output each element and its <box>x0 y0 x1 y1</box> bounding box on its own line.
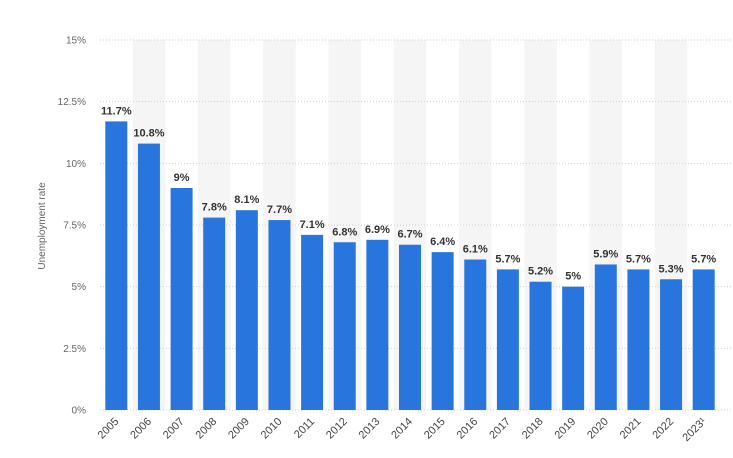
x-tick-label: 2010 <box>259 416 285 442</box>
bar-2010 <box>268 220 291 410</box>
bars <box>105 121 715 411</box>
data-label: 11.7% <box>101 105 132 117</box>
data-label: 5.9% <box>593 248 618 260</box>
x-tick-label: 2020 <box>585 416 611 442</box>
y-tick-label: 5% <box>72 282 87 293</box>
x-tick-label: 2017 <box>487 416 513 442</box>
y-tick-label: 12.5% <box>58 97 86 108</box>
bar-2015 <box>431 252 454 410</box>
data-label: 7.8% <box>202 202 227 214</box>
x-tick-label: 2022 <box>650 416 676 442</box>
bar-2023¹ <box>692 269 715 410</box>
data-label: 5.7% <box>691 253 716 265</box>
data-label: 6.9% <box>365 224 390 236</box>
bar-2011 <box>301 234 324 410</box>
data-label: 8.1% <box>234 194 259 206</box>
data-label: 9% <box>174 172 190 184</box>
x-tick-label: 2021 <box>618 416 644 442</box>
data-label: 6.8% <box>332 226 357 238</box>
x-tick-label: 2007 <box>161 416 187 442</box>
bar-2012 <box>333 242 356 410</box>
x-tick-label: 2016 <box>455 416 481 442</box>
x-tick-label: 2013 <box>357 416 383 442</box>
x-tick-label: 2012 <box>324 416 350 442</box>
bar-2020 <box>594 264 617 410</box>
data-label: 10.8% <box>133 128 164 140</box>
bar-2008 <box>203 217 226 410</box>
x-tick-label: 2009 <box>226 416 252 442</box>
y-tick-label: 0% <box>72 406 87 417</box>
x-axis-ticks: 2005 2006 2007 2008 2009 2010 2011 2012 2013 2014… <box>96 415 709 444</box>
bar-2018 <box>529 281 552 410</box>
y-tick-label: 15% <box>66 36 86 47</box>
x-tick-label: 2023¹ <box>680 415 709 444</box>
x-tick-label: 2018 <box>520 416 546 442</box>
y-axis-title: Unemployment rate <box>37 182 48 270</box>
data-label: 5.7% <box>626 253 651 265</box>
bar-2019 <box>562 286 585 410</box>
data-label: 6.7% <box>397 229 422 241</box>
x-tick-label: 2006 <box>128 416 154 442</box>
bar-2005 <box>105 121 128 411</box>
bar-2016 <box>464 259 487 410</box>
bar-2009 <box>235 210 258 410</box>
data-label: 7.1% <box>300 219 325 231</box>
x-tick-label: 2008 <box>194 416 220 442</box>
data-label: 5% <box>565 271 581 283</box>
y-tick-label: 7.5% <box>63 221 86 232</box>
bar-2017 <box>496 269 519 410</box>
data-label: 6.1% <box>463 244 488 256</box>
bar-2006 <box>137 143 160 410</box>
data-label: 7.7% <box>267 204 292 216</box>
bar-2014 <box>399 244 421 410</box>
data-label: 5.7% <box>495 253 520 265</box>
x-tick-label: 2014 <box>389 416 415 442</box>
x-tick-label: 2011 <box>292 416 317 441</box>
bar-2021 <box>627 269 650 410</box>
bar-2013 <box>366 239 389 410</box>
data-label: 5.3% <box>659 263 684 275</box>
bar-2007 <box>170 188 193 410</box>
data-label: 5.2% <box>528 266 553 278</box>
bar-2022 <box>660 279 683 410</box>
x-tick-label: 2019 <box>552 416 578 442</box>
y-tick-label: 2.5% <box>63 344 86 355</box>
data-labels: 11.7%10.8% 9% 7.8% 8.1% 7.7% 7.1% 6.8% 6.9% 6.7%… <box>101 105 716 282</box>
x-tick-label: 2015 <box>422 416 448 442</box>
x-tick-label: 2005 <box>96 416 122 442</box>
data-label: 6.4% <box>430 236 455 248</box>
y-tick-label: 10% <box>66 159 86 170</box>
y-axis-ticks: 0% 2.5% 5% 7.5% 10% 12.5% 15% <box>58 36 86 417</box>
